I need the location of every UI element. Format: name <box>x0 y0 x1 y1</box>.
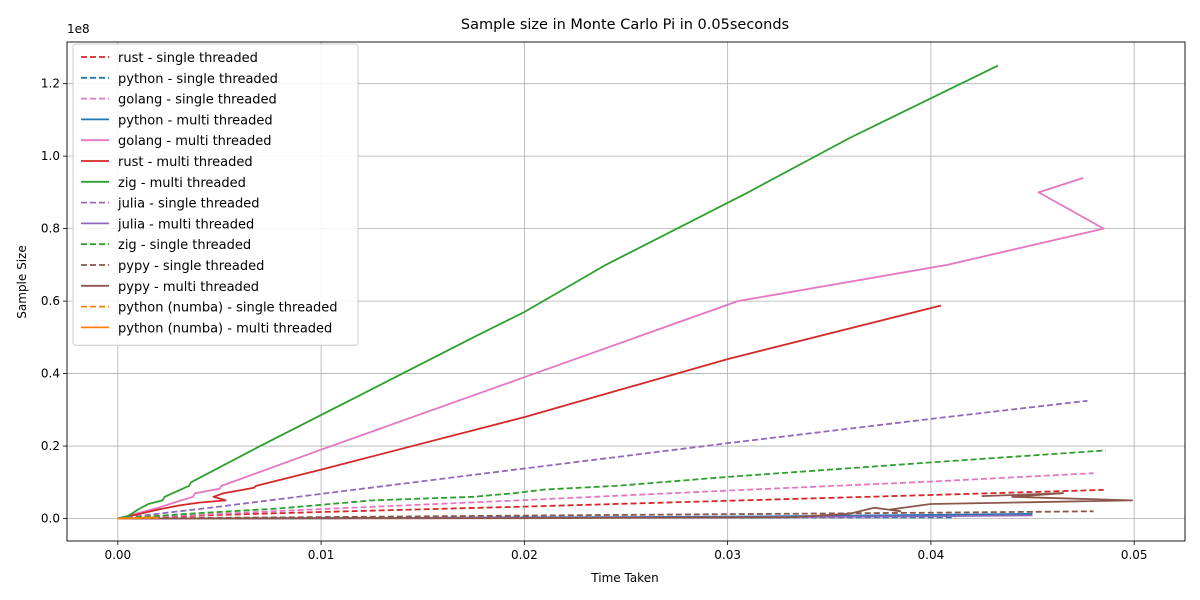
series-line-11 <box>117 492 1133 520</box>
x-ticks: 0.00 0.01 0.02 0.03 0.04 0.05 <box>104 541 1148 562</box>
series-line-10 <box>117 510 1094 520</box>
series-line-7 <box>117 399 1088 520</box>
y-tick-label: 1.0 <box>41 149 60 163</box>
legend-entry-label: pypy - single threaded <box>118 259 264 274</box>
legend-entry-label: pypy - multi threaded <box>118 280 259 295</box>
y-ticks: 0.0 0.2 0.4 0.6 0.8 1.0 1.2 <box>41 77 67 526</box>
legend-entry-label: python (numba) - multi threaded <box>118 321 332 336</box>
y-tick-label: 0.8 <box>41 222 60 236</box>
legend-box <box>72 43 359 346</box>
x-axis-label: Time Taken <box>590 571 658 585</box>
legend-entry-label: python - multi threaded <box>118 113 273 128</box>
y-tick-label: 0.4 <box>41 367 60 381</box>
x-tick-label: 0.01 <box>308 548 335 562</box>
legend-entry-label: zig - single threaded <box>118 238 251 253</box>
legend: rust - single threaded python - single th… <box>72 43 359 346</box>
legend-entry-label: julia - multi threaded <box>117 217 254 232</box>
x-tick-label: 0.04 <box>918 548 945 562</box>
legend-entry-label: zig - multi threaded <box>118 176 246 191</box>
x-tick-label: 0.05 <box>1121 548 1148 562</box>
legend-entry-label: golang - single threaded <box>118 93 277 108</box>
legend-entry-label: julia - single threaded <box>117 197 259 212</box>
series-line-2 <box>117 472 1094 520</box>
series-line-4 <box>117 177 1105 520</box>
legend-entry-label: golang - multi threaded <box>118 134 271 149</box>
y-tick-label: 0.6 <box>41 294 60 308</box>
legend-entry-label: python (numba) - single threaded <box>118 301 338 316</box>
y-tick-label: 0.2 <box>41 439 60 453</box>
y-tick-label: 0.0 <box>41 512 60 526</box>
x-tick-label: 0.03 <box>714 548 741 562</box>
chart-title: Sample size in Monte Carlo Pi in 0.05sec… <box>461 17 789 33</box>
x-tick-label: 0.00 <box>104 548 131 562</box>
series-line-9 <box>117 449 1106 520</box>
x-tick-label: 0.02 <box>511 548 538 562</box>
legend-entry-label: rust - single threaded <box>118 51 258 66</box>
series-line-13 <box>117 516 155 520</box>
series-line-6 <box>117 64 999 520</box>
plot-frame <box>66 41 1186 542</box>
legend-entry-label: rust - multi threaded <box>118 155 253 170</box>
y-offset-text: 1e8 <box>67 22 90 36</box>
series-lines <box>117 64 1133 520</box>
series-line-5 <box>117 304 942 520</box>
legend-entry-label: python - single threaded <box>118 72 278 87</box>
y-axis-label: Sample Size <box>15 245 29 318</box>
y-tick-label: 1.2 <box>41 77 60 91</box>
grid <box>67 42 1185 541</box>
